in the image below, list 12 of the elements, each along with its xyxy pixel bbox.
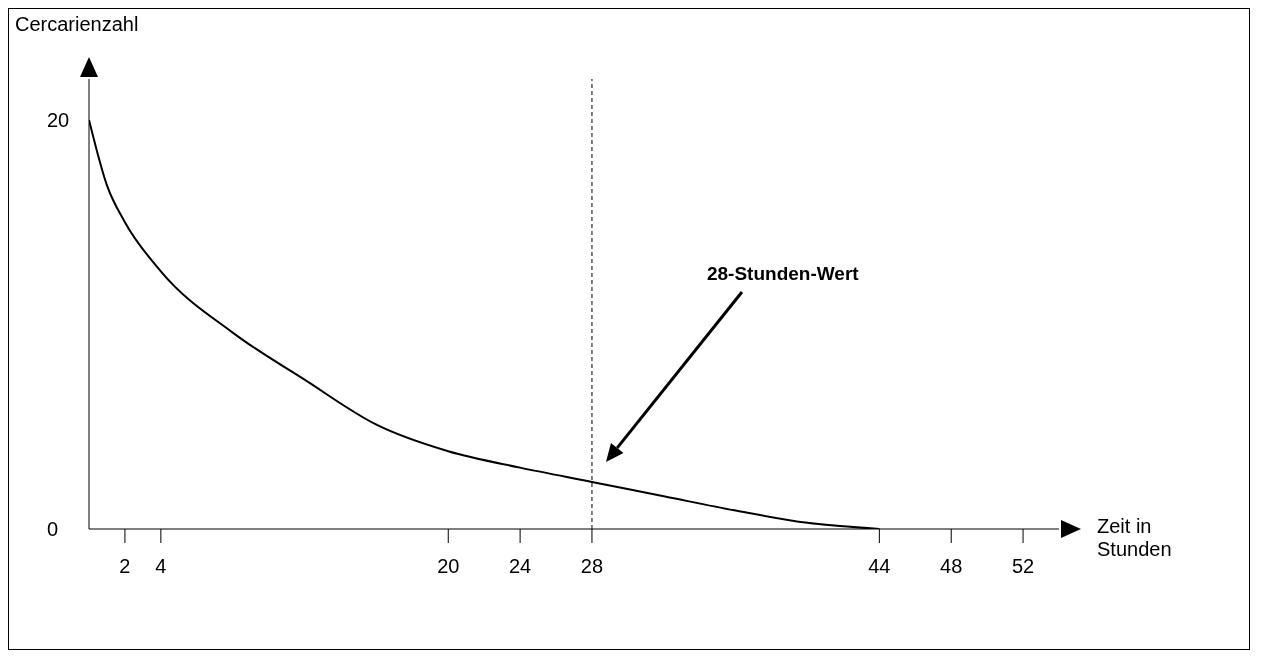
x-tick-label: 24 (508, 555, 532, 578)
x-tick-label: 20 (437, 555, 460, 578)
x-tick-label: 44 (868, 555, 891, 578)
x-tick-label: 28 (580, 555, 604, 578)
y-axis-title: Cercarienzahl (15, 13, 139, 36)
x-tick-label: 52 (1011, 555, 1035, 578)
x-axis-title: Zeit in Stunden (1097, 515, 1173, 561)
x-tick-label: 48 (940, 555, 963, 578)
annotation: 28-Stunden-Wert (706, 262, 860, 284)
y-tick-label: 0 (47, 518, 59, 541)
x-tick-label: 4 (155, 555, 167, 578)
x-tick-label: 2 (119, 555, 131, 578)
